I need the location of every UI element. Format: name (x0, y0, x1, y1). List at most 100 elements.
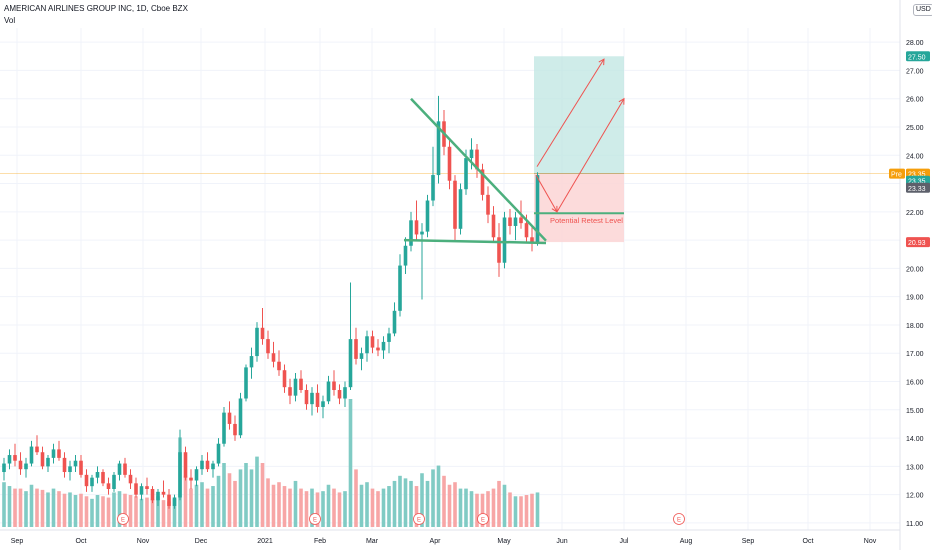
y-tick-label: 21.00 (906, 238, 924, 245)
volume-bar (354, 469, 358, 527)
volume-bar (271, 484, 276, 527)
y-tick-label: 20.00 (906, 266, 924, 273)
candle-body (150, 488, 155, 501)
volume-bar (387, 486, 391, 527)
candle-body (299, 378, 303, 391)
volume-bar (420, 473, 424, 527)
candle-body (172, 497, 177, 506)
candle-body (73, 460, 78, 467)
candle-body (502, 217, 507, 263)
volume-bar (51, 488, 56, 527)
volume-bar (178, 437, 182, 527)
x-tick-label: Oct (76, 538, 87, 545)
stop-zone (534, 173, 624, 243)
volume-bar (35, 488, 39, 527)
candle-body (13, 455, 17, 461)
volume-bar (348, 399, 353, 527)
volume-bar (442, 475, 446, 527)
candle-body (486, 194, 490, 215)
volume-bar (112, 492, 116, 527)
volume-bar (530, 493, 534, 527)
candle-body (62, 457, 67, 473)
volume-bar (183, 475, 188, 527)
volume-bar (491, 488, 496, 527)
volume-bar (321, 491, 325, 527)
volume-bar (370, 488, 375, 527)
volume-bar (249, 469, 254, 527)
candle-body (387, 333, 391, 342)
candle-body (189, 477, 193, 481)
candle-body (409, 220, 413, 246)
candle-body (332, 381, 336, 391)
candle-body (398, 265, 402, 311)
earnings-marker-label: E (313, 518, 317, 524)
y-tick-label: 24.00 (906, 153, 924, 160)
x-tick-label: Oct (803, 538, 814, 545)
volume-bar (337, 492, 342, 527)
volume-bar (205, 488, 210, 527)
volume-bar (376, 491, 380, 527)
candle-body (458, 189, 463, 229)
volume-bar (304, 491, 309, 527)
price-badge-label: 23.35 (908, 172, 926, 179)
candle-body (453, 180, 457, 229)
price-badge-label: 27.50 (908, 54, 926, 61)
chart-title: AMERICAN AIRLINES GROUP INC, 1D, Cboe BZ… (4, 4, 188, 13)
candle-body (46, 457, 50, 467)
x-tick-label: Nov (137, 538, 150, 545)
volume-bar (233, 480, 237, 527)
candle-body (167, 494, 171, 506)
volume-bar (486, 491, 490, 527)
volume-bar (156, 496, 160, 527)
candle-body (277, 361, 281, 371)
volume-bar (161, 500, 166, 527)
earnings-marker (309, 513, 321, 525)
y-tick-label: 15.00 (906, 408, 924, 415)
volume-bar (73, 495, 78, 527)
volume-bar (315, 492, 320, 527)
volume-bar (62, 493, 67, 527)
y-tick-label: 11.00 (906, 521, 923, 528)
volume-bar (244, 463, 248, 527)
candle-body (2, 463, 6, 473)
volume-bar (458, 488, 463, 527)
volume-bar (266, 478, 270, 527)
price-badge-label: Pre (891, 172, 902, 179)
candle-body (271, 353, 276, 362)
volume-bar (497, 480, 501, 527)
candle-body (260, 327, 265, 340)
currency-button[interactable]: USD (913, 4, 932, 16)
volume-bar (277, 482, 281, 527)
earnings-marker (477, 513, 489, 525)
projection-arrow-up-1-head (598, 58, 605, 66)
volume-bar (513, 496, 518, 527)
projection-arrow-down (535, 174, 558, 213)
volume-bar (524, 495, 529, 527)
candle-body (95, 472, 100, 478)
volume-bar (227, 473, 232, 527)
candle-body (447, 146, 452, 181)
candle-body (365, 336, 369, 354)
candle-body (326, 381, 331, 402)
x-tick-label: Aug (680, 538, 693, 545)
x-tick-label: Jun (556, 538, 567, 545)
volume-bar (508, 492, 512, 527)
candle-body (200, 460, 204, 470)
volume-label: Vol (4, 16, 16, 25)
candle-body (343, 387, 347, 399)
candle-body (370, 336, 375, 348)
candle-body (68, 466, 72, 473)
candle-body (178, 452, 182, 498)
volume-bar (343, 491, 347, 527)
y-tick-label: 26.00 (906, 97, 924, 104)
volume-bar (172, 498, 177, 527)
candle-body (29, 446, 34, 464)
volume-bar (90, 498, 94, 527)
candle-body (491, 214, 496, 238)
earnings-marker-label: E (121, 518, 125, 524)
candle-body (392, 310, 397, 334)
retest-label: Potential Retest Level (550, 216, 623, 225)
y-tick-label: 16.00 (906, 380, 924, 387)
earnings-marker-label: E (417, 518, 421, 524)
